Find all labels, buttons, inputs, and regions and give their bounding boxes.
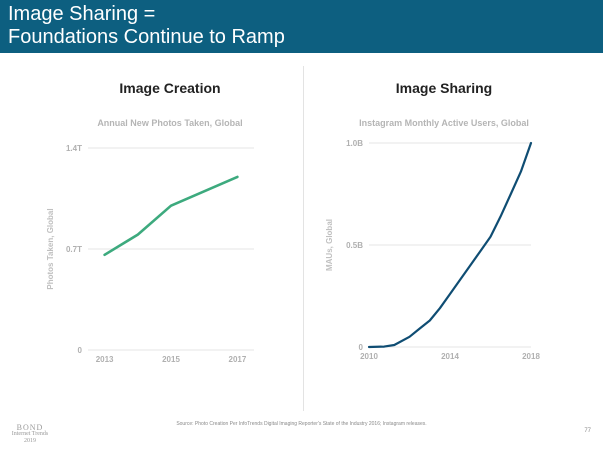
- header-banner: Image Sharing = Foundations Continue to …: [0, 0, 603, 53]
- series-line-mau-0: [367, 141, 533, 349]
- x-tick-label-mau-2: 2018: [522, 352, 540, 361]
- page-title: Image Sharing = Foundations Continue to …: [8, 3, 285, 49]
- chart-subtitle-instagram: Instagram Monthly Active Users, Global: [359, 118, 529, 128]
- logo-internet-trends: Internet Trends: [11, 431, 49, 437]
- page-number: 77: [584, 428, 591, 434]
- chart-subtitle-photos: Annual New Photos Taken, Global: [97, 118, 243, 128]
- source-note: Source: Photo Creation Per InfoTrends Di…: [176, 421, 427, 427]
- x-tick-label-photos-0: 2013: [96, 355, 114, 364]
- panel-title-image-creation: Image Creation: [119, 80, 221, 96]
- x-tick-label-mau-1: 2014: [441, 352, 459, 361]
- y-tick-label-photos-1: 0.7T: [66, 245, 82, 254]
- logo-bond: BOND: [16, 423, 44, 432]
- logo-year: 2019: [24, 438, 36, 444]
- y-tick-label-mau-0: 0: [359, 343, 364, 352]
- panel-title-image-sharing: Image Sharing: [395, 80, 493, 96]
- x-tick-label-photos-2: 2017: [229, 355, 247, 364]
- x-tick-label-photos-1: 2015: [162, 355, 180, 364]
- y-tick-label-mau-2: 1.0B: [346, 139, 363, 148]
- y-tick-label-photos-0: 0: [78, 346, 83, 355]
- y-tick-label-mau-1: 0.5B: [346, 241, 363, 250]
- panel-divider: [303, 66, 304, 411]
- page-title-line-1: Image Sharing =: [8, 3, 156, 25]
- y-tick-label-photos-2: 1.4T: [66, 144, 82, 153]
- bond-logo: BOND Internet Trends 2019: [6, 424, 54, 445]
- y-axis-title-mau: MAUs, Global: [325, 219, 334, 271]
- y-axis-title-photos: Photos Taken, Global: [46, 208, 55, 289]
- x-tick-label-mau-0: 2010: [360, 352, 378, 361]
- series-line-photos-0: [103, 175, 239, 257]
- page-title-line-2: Foundations Continue to Ramp: [8, 26, 285, 48]
